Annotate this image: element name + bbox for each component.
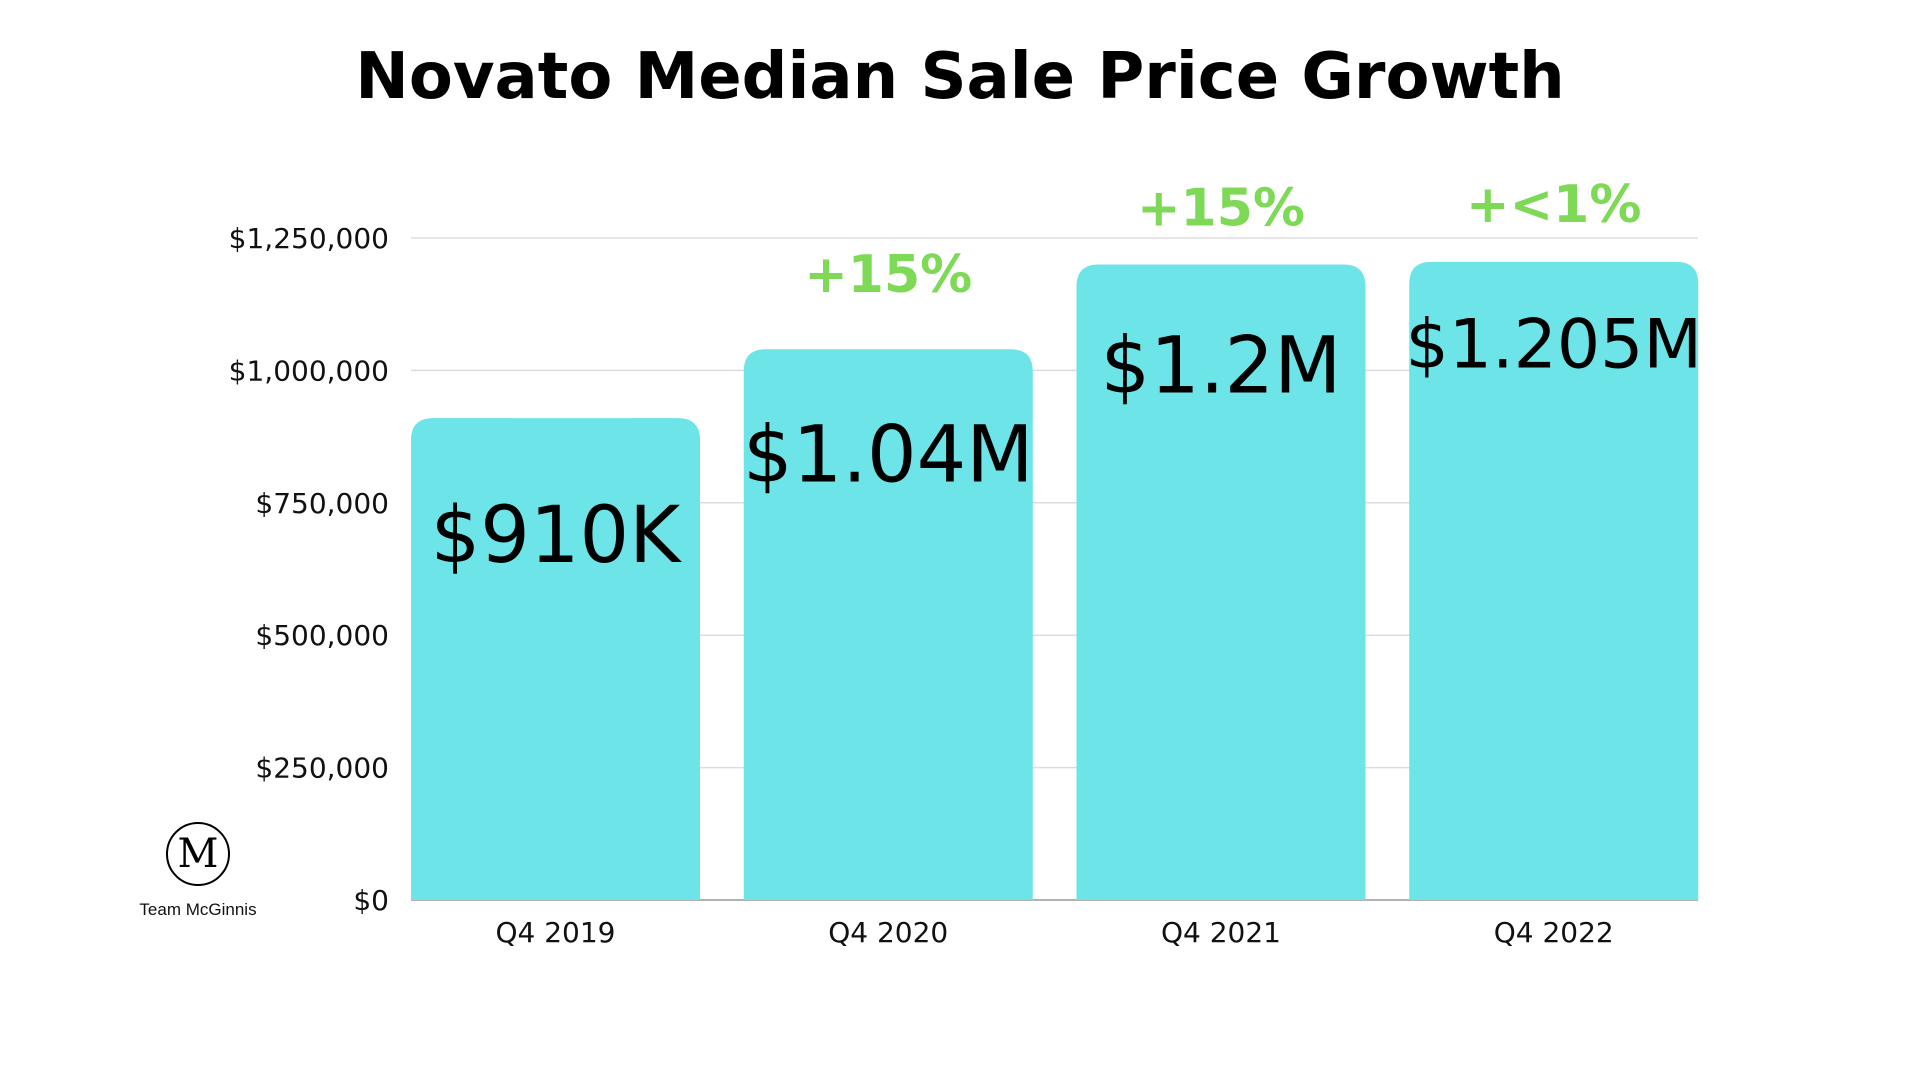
chart-title: Novato Median Sale Price Growth: [355, 40, 1565, 114]
bar-value-label: $1.2M: [1101, 322, 1342, 412]
growth-label: +15%: [1137, 178, 1305, 238]
bar-value-label: $1.04M: [743, 410, 1034, 500]
bar-q4-2020: [743, 349, 1033, 900]
team-mcginnis-logo: M Team McGinnis: [138, 822, 258, 920]
bar-q4-2019: [411, 418, 700, 900]
y-tick-label: $0: [353, 884, 389, 917]
x-tick-label: Q4 2020: [828, 916, 948, 949]
x-tick-label: Q4 2019: [495, 916, 615, 949]
y-tick-label: $1,000,000: [229, 354, 389, 387]
x-tick-label: Q4 2021: [1161, 916, 1281, 949]
bar-value-label: $910K: [431, 491, 683, 581]
y-tick-label: $500,000: [255, 619, 389, 652]
logo-name: Team McGinnis: [139, 900, 257, 919]
x-tick-label: Q4 2022: [1494, 916, 1614, 949]
growth-label: +<1%: [1466, 175, 1641, 235]
logo-monogram: M: [166, 822, 230, 886]
y-tick-label: $1,250,000: [229, 222, 389, 255]
y-tick-label: $750,000: [255, 487, 389, 520]
bar-q4-2021: [1076, 264, 1366, 901]
y-tick-label: $250,000: [255, 752, 389, 785]
bar-q4-2022: [1409, 261, 1699, 900]
growth-label: +15%: [804, 245, 972, 305]
bar-value-label: $1.205M: [1405, 305, 1702, 384]
